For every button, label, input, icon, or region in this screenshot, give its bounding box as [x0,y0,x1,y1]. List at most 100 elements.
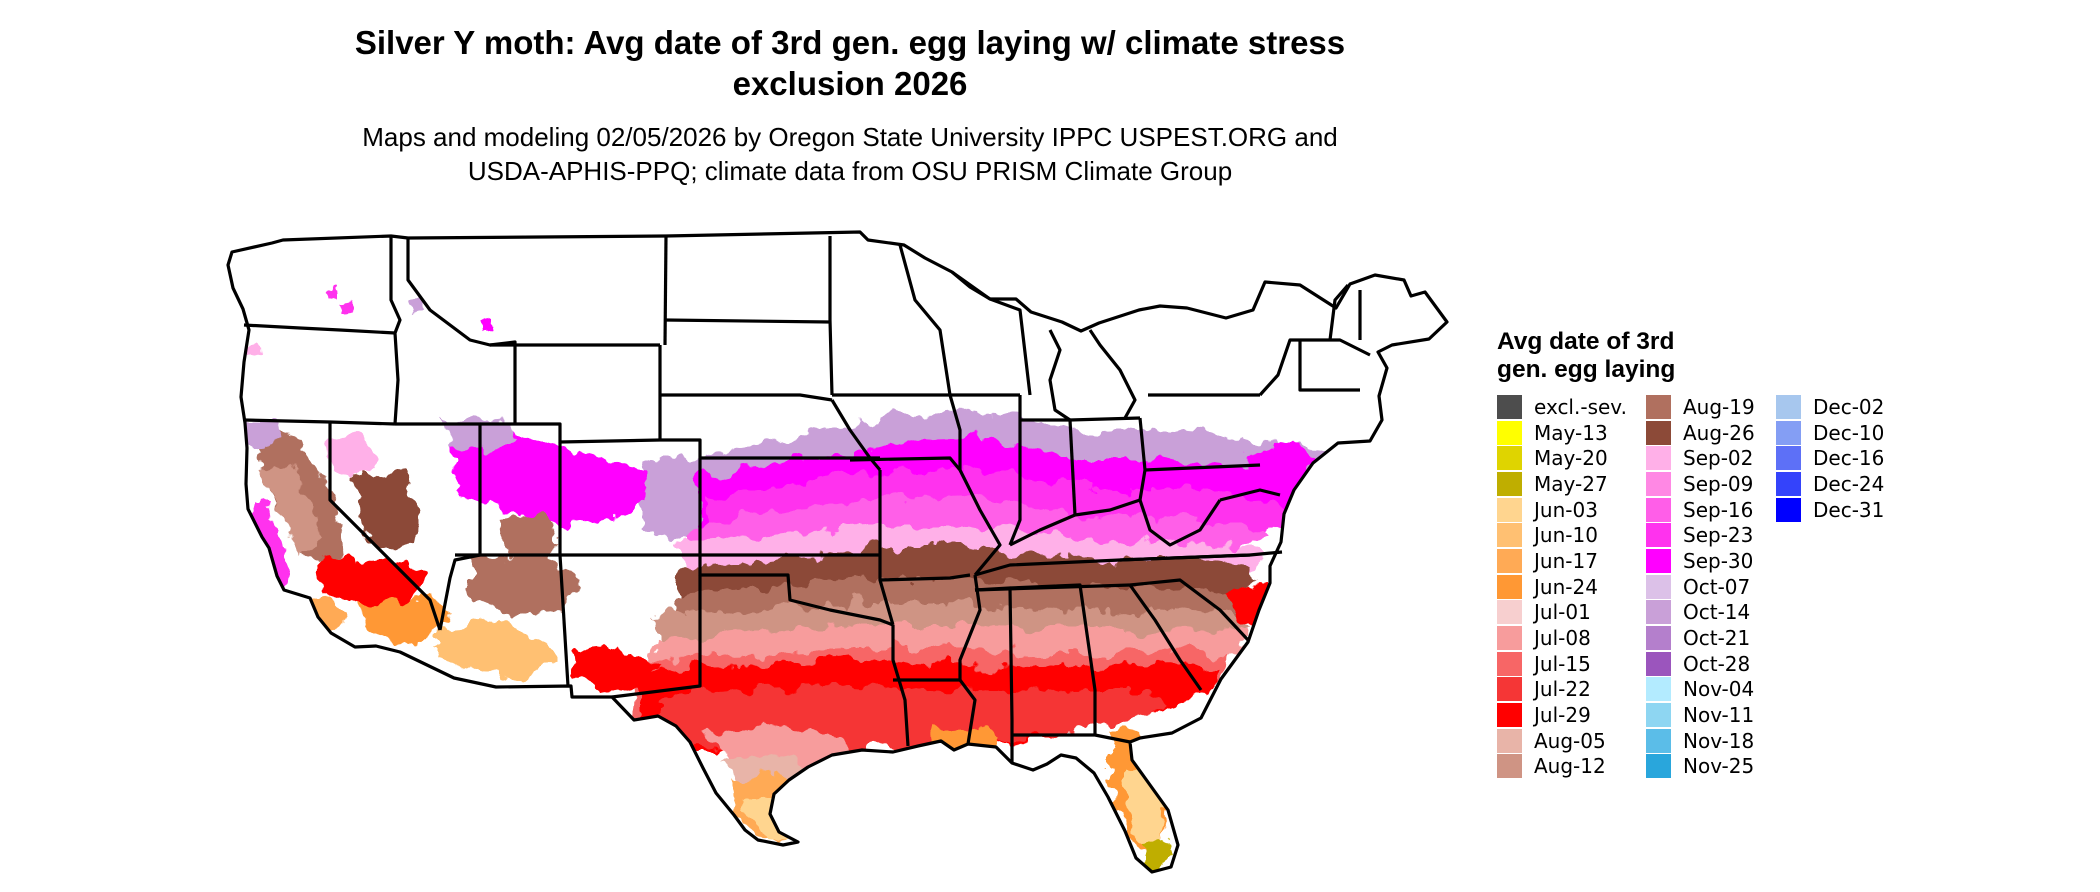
band-az-jun24 [360,595,450,645]
legend-label: Jul-08 [1534,626,1591,651]
legend-swatch [1497,548,1522,573]
legend-swatch [1646,446,1671,471]
legend-swatch [1776,471,1801,496]
legend-label: Nov-04 [1683,677,1755,702]
map-subtitle-line-1: Maps and modeling 02/05/2026 by Oregon S… [362,122,1338,152]
band-ca-coast-sep30 [250,500,290,585]
legend-label: Oct-21 [1683,626,1751,651]
legend-item: Sep-16 [1646,497,1755,523]
legend-label: Jul-29 [1534,703,1591,728]
nw-specks [245,288,494,357]
legend-label: Oct-14 [1683,600,1751,625]
legend-swatch [1497,600,1522,625]
legend-item: Dec-24 [1776,471,1884,497]
band-az-jun10 [440,620,560,680]
map-title-line-2: exclusion 2026 [732,65,968,102]
legend-swatch [1497,626,1522,651]
band-ne-sep30 [1245,440,1310,500]
state-boundaries [226,230,1449,874]
legend-swatch [1497,754,1522,779]
legend-swatch [1497,394,1522,419]
legend-item: Aug-26 [1646,420,1755,446]
legend-swatch [1497,497,1522,522]
legend-swatch [1776,420,1801,445]
legend-swatch [1497,703,1522,728]
legend-swatch [1646,600,1671,625]
band-fl-keys [1100,872,1160,888]
legend-swatch [1646,471,1671,496]
legend-item: Jul-22 [1497,677,1627,703]
map-title-line-1: Silver Y moth: Avg date of 3rd gen. egg … [354,24,1346,61]
legend-item: Oct-07 [1646,574,1755,600]
legend-swatch [1646,703,1671,728]
legend-column-2: Aug-19 Aug-26 Sep-02 Sep-09 Sep-16 Sep-23 Sep-… [1646,394,1755,779]
legend-swatch [1646,420,1671,445]
legend-swatch [1646,574,1671,599]
legend-label: Sep-09 [1683,471,1754,496]
legend-label: Dec-31 [1813,497,1885,522]
band-nm-jul29 [570,645,660,695]
legend-label: Jul-15 [1534,651,1591,676]
legend-label: Jul-01 [1534,600,1591,625]
legend-item: Dec-31 [1776,497,1884,523]
band-fl-may27 [1140,838,1175,872]
legend-item: Oct-14 [1646,600,1755,626]
legend-item: Jul-01 [1497,600,1627,626]
band-east-red [1230,585,1285,630]
legend-item: Oct-21 [1646,625,1755,651]
legend-item: Jun-10 [1497,522,1627,548]
legend-swatch [1497,651,1522,676]
legend-item: Sep-23 [1646,522,1755,548]
legend-swatch [1646,626,1671,651]
legend-title-line-2: gen. egg laying [1497,356,1676,383]
legend-swatch [1646,754,1671,779]
legend-title: Avg date of 3rd gen. egg laying [1497,328,1675,384]
legend-swatch [1646,497,1671,522]
legend-label: Sep-23 [1683,523,1754,548]
legend-item: Sep-02 [1646,445,1755,471]
legend-label: Aug-05 [1534,728,1606,753]
legend-swatch [1646,728,1671,753]
legend-label: Aug-26 [1683,420,1755,445]
legend-item: Sep-09 [1646,471,1755,497]
legend-item: Oct-28 [1646,651,1755,677]
legend-item: Aug-12 [1497,754,1627,780]
band-west-sep30 [450,430,650,525]
legend-label: Aug-12 [1534,754,1606,779]
legend-label: Jun-17 [1534,548,1598,573]
legend-label: excl.-sev. [1534,394,1627,419]
legend-swatch [1497,677,1522,702]
legend-label: May-13 [1534,420,1608,445]
legend-swatch [1776,446,1801,471]
legend-item: excl.-sev. [1497,394,1627,420]
legend-label: Jul-22 [1534,677,1591,702]
legend-label: Dec-24 [1813,471,1885,496]
legend-item: Nov-18 [1646,728,1755,754]
legend-label: Dec-02 [1813,394,1885,419]
band-ca-aug12 [260,465,320,550]
legend-item: Jun-17 [1497,548,1627,574]
legend-label: Aug-19 [1683,394,1755,419]
legend-swatch [1497,446,1522,471]
legend-item: Jun-03 [1497,497,1627,523]
legend-label: Sep-02 [1683,446,1754,471]
legend-item: May-27 [1497,471,1627,497]
legend-swatch [1776,497,1801,522]
legend-label: Oct-07 [1683,574,1751,599]
legend-item: Nov-25 [1646,754,1755,780]
band-nv-aug26 [355,470,420,550]
legend-label: Jun-03 [1534,497,1598,522]
legend-label: Oct-28 [1683,651,1751,676]
legend-swatch [1497,420,1522,445]
band-ca-oct [240,420,285,450]
legend-label: Dec-16 [1813,446,1885,471]
map-subtitle: Maps and modeling 02/05/2026 by Oregon S… [220,120,1480,188]
legend-swatch [1646,548,1671,573]
band-ut-aug19 [500,515,560,560]
legend-item: May-20 [1497,445,1627,471]
legend-item: Jul-15 [1497,651,1627,677]
legend-label: Nov-25 [1683,754,1755,779]
legend-label: Jun-10 [1534,523,1598,548]
legend-column-3: Dec-02 Dec-10 Dec-16 Dec-24 Dec-31 [1776,394,1884,522]
